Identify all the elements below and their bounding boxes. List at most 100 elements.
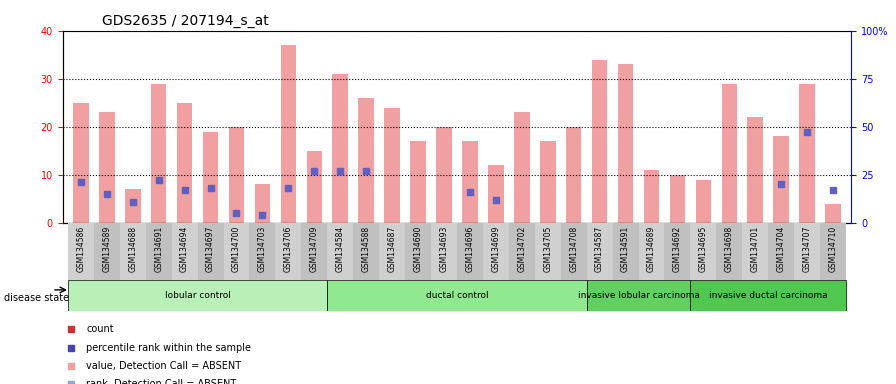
FancyBboxPatch shape <box>820 223 846 280</box>
FancyBboxPatch shape <box>353 223 379 280</box>
Text: GSM134687: GSM134687 <box>388 225 397 272</box>
Bar <box>151 84 167 223</box>
Text: GSM134692: GSM134692 <box>673 225 682 272</box>
Bar <box>384 108 400 223</box>
FancyBboxPatch shape <box>535 223 561 280</box>
Text: GSM134591: GSM134591 <box>621 225 630 272</box>
Text: GSM134691: GSM134691 <box>154 225 163 272</box>
Bar <box>825 204 840 223</box>
Bar <box>358 98 374 223</box>
FancyBboxPatch shape <box>587 280 691 311</box>
Bar <box>436 127 452 223</box>
Text: GSM134701: GSM134701 <box>751 225 760 272</box>
Bar <box>799 84 814 223</box>
Text: GSM134703: GSM134703 <box>258 225 267 272</box>
FancyBboxPatch shape <box>742 223 768 280</box>
Bar <box>514 112 530 223</box>
Text: lobular control: lobular control <box>165 291 230 300</box>
FancyBboxPatch shape <box>768 223 794 280</box>
Text: GSM134589: GSM134589 <box>102 225 111 272</box>
Bar <box>643 170 659 223</box>
Text: GSM134700: GSM134700 <box>232 225 241 272</box>
Bar <box>177 103 193 223</box>
Bar <box>721 84 737 223</box>
Text: GSM134690: GSM134690 <box>414 225 423 272</box>
FancyBboxPatch shape <box>509 223 535 280</box>
FancyBboxPatch shape <box>275 223 301 280</box>
FancyBboxPatch shape <box>301 223 327 280</box>
FancyBboxPatch shape <box>665 223 691 280</box>
Bar <box>488 165 504 223</box>
Text: GSM134693: GSM134693 <box>440 225 449 272</box>
Bar <box>228 127 245 223</box>
FancyBboxPatch shape <box>379 223 405 280</box>
FancyBboxPatch shape <box>223 223 249 280</box>
Bar <box>125 189 141 223</box>
Bar <box>254 184 271 223</box>
Bar <box>566 127 582 223</box>
Bar <box>617 64 633 223</box>
Text: GSM134688: GSM134688 <box>128 225 137 272</box>
FancyBboxPatch shape <box>198 223 223 280</box>
Text: GSM134705: GSM134705 <box>543 225 552 272</box>
FancyBboxPatch shape <box>691 280 846 311</box>
Bar <box>99 112 115 223</box>
Text: GSM134708: GSM134708 <box>569 225 578 272</box>
FancyBboxPatch shape <box>587 223 613 280</box>
Bar <box>669 175 685 223</box>
FancyBboxPatch shape <box>639 223 665 280</box>
FancyBboxPatch shape <box>327 223 353 280</box>
FancyBboxPatch shape <box>94 223 120 280</box>
Text: GSM134697: GSM134697 <box>206 225 215 272</box>
Text: GSM134698: GSM134698 <box>725 225 734 272</box>
Text: disease state: disease state <box>4 293 70 303</box>
Text: GSM134587: GSM134587 <box>595 225 604 272</box>
Text: rank, Detection Call = ABSENT: rank, Detection Call = ABSENT <box>86 379 237 384</box>
Text: invasive lobular carcinoma: invasive lobular carcinoma <box>578 291 700 300</box>
Text: GSM134694: GSM134694 <box>180 225 189 272</box>
Bar <box>410 141 426 223</box>
FancyBboxPatch shape <box>172 223 198 280</box>
Text: invasive ductal carcinoma: invasive ductal carcinoma <box>709 291 828 300</box>
FancyBboxPatch shape <box>68 223 94 280</box>
Bar <box>747 117 763 223</box>
Text: GSM134702: GSM134702 <box>517 225 526 272</box>
Text: GDS2635 / 207194_s_at: GDS2635 / 207194_s_at <box>102 14 269 28</box>
Text: ductal control: ductal control <box>426 291 488 300</box>
FancyBboxPatch shape <box>405 223 431 280</box>
Bar <box>73 103 89 223</box>
Text: GSM134710: GSM134710 <box>829 225 838 272</box>
Bar <box>202 131 219 223</box>
FancyBboxPatch shape <box>146 223 172 280</box>
FancyBboxPatch shape <box>457 223 483 280</box>
FancyBboxPatch shape <box>716 223 742 280</box>
Text: percentile rank within the sample: percentile rank within the sample <box>86 343 252 353</box>
Text: count: count <box>86 324 114 334</box>
FancyBboxPatch shape <box>483 223 509 280</box>
FancyBboxPatch shape <box>561 223 587 280</box>
Text: GSM134689: GSM134689 <box>647 225 656 272</box>
Text: GSM134699: GSM134699 <box>491 225 500 272</box>
FancyBboxPatch shape <box>431 223 457 280</box>
Text: GSM134588: GSM134588 <box>362 225 371 272</box>
Text: GSM134709: GSM134709 <box>310 225 319 272</box>
Text: GSM134696: GSM134696 <box>465 225 474 272</box>
Text: GSM134704: GSM134704 <box>777 225 786 272</box>
FancyBboxPatch shape <box>613 223 639 280</box>
Bar <box>773 136 789 223</box>
Text: value, Detection Call = ABSENT: value, Detection Call = ABSENT <box>86 361 242 371</box>
FancyBboxPatch shape <box>249 223 275 280</box>
Bar <box>462 141 478 223</box>
Bar <box>306 151 322 223</box>
Text: GSM134584: GSM134584 <box>336 225 345 272</box>
FancyBboxPatch shape <box>327 280 587 311</box>
FancyBboxPatch shape <box>691 223 716 280</box>
FancyBboxPatch shape <box>794 223 820 280</box>
Text: GSM134586: GSM134586 <box>76 225 85 272</box>
Bar <box>592 60 607 223</box>
Bar <box>332 74 348 223</box>
Bar <box>695 180 711 223</box>
Text: GSM134707: GSM134707 <box>803 225 812 272</box>
Bar <box>540 141 556 223</box>
FancyBboxPatch shape <box>68 280 327 311</box>
